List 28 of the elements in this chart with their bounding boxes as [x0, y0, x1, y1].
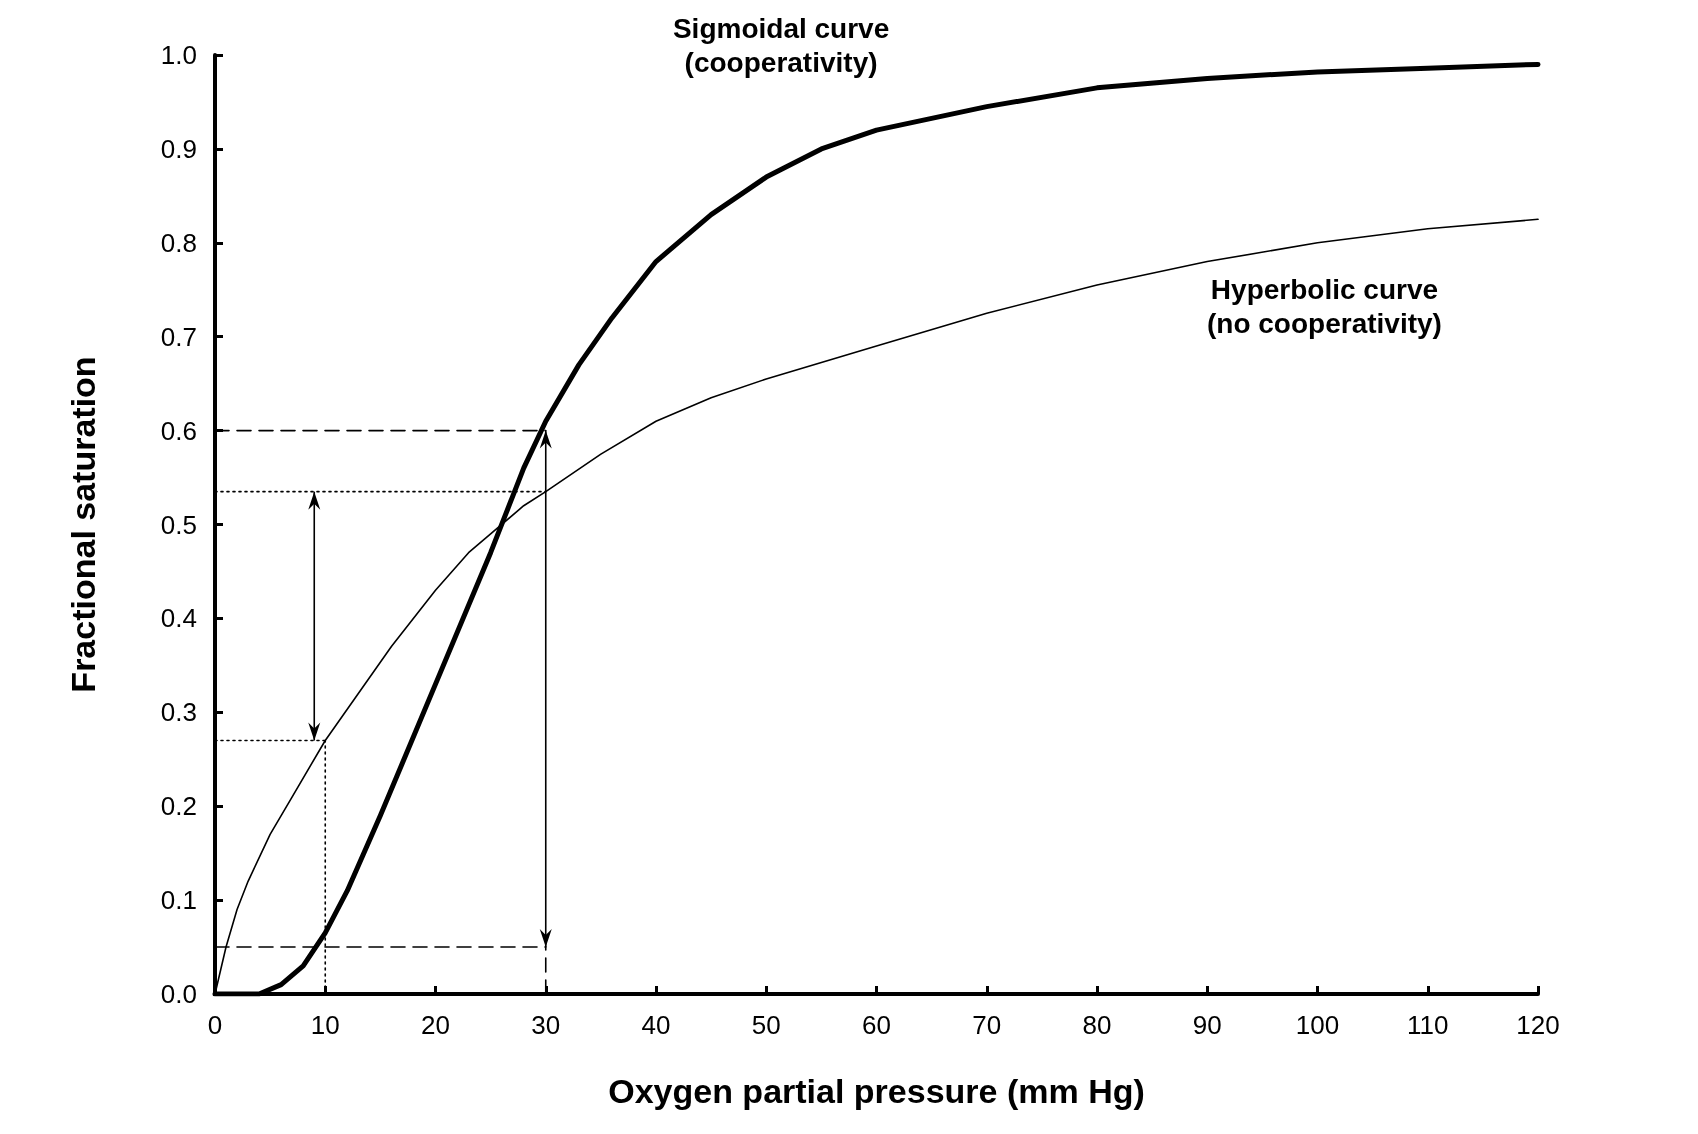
y-tick-label: 0.5 — [160, 509, 197, 540]
x-tick-label: 90 — [1192, 1010, 1222, 1040]
x-tick-label: 50 — [751, 1010, 781, 1040]
x-tick-label: 80 — [1082, 1010, 1112, 1040]
x-tick-label: 0 — [207, 1010, 223, 1040]
annotation: Sigmoidal curve (cooperativity) — [672, 12, 890, 78]
y-tick-label: 0.8 — [160, 227, 197, 258]
y-tick-label: 0.7 — [160, 321, 197, 352]
x-tick-label: 40 — [641, 1010, 671, 1040]
x-tick-label: 60 — [862, 1010, 891, 1040]
y-tick-label: 0.0 — [160, 979, 197, 1009]
x-tick-label: 120 — [1516, 1010, 1560, 1040]
y-tick-label: 0.9 — [160, 133, 197, 164]
x-tick-label: 10 — [310, 1010, 340, 1040]
y-tick-label: 0.1 — [160, 885, 197, 916]
y-tick-label: 0.3 — [160, 697, 197, 728]
x-tick-label: 70 — [972, 1010, 1002, 1040]
y-tick-label: 1.0 — [160, 40, 197, 70]
x-tick-label: 110 — [1407, 1010, 1449, 1040]
y-tick-label: 0.4 — [160, 603, 197, 634]
x-tick-label: 30 — [531, 1010, 561, 1040]
y-axis-title: Fractional saturation — [64, 356, 102, 693]
x-tick-label: 100 — [1295, 1010, 1340, 1040]
x-axis-title: Oxygen partial pressure (mm Hg) — [608, 1072, 1145, 1110]
y-tick-label: 0.6 — [160, 415, 197, 446]
y-tick-label: 0.2 — [160, 791, 197, 822]
annotation: Hyperbolic curve (no cooperativity) — [1206, 273, 1442, 339]
x-tick-label: 20 — [421, 1010, 450, 1040]
